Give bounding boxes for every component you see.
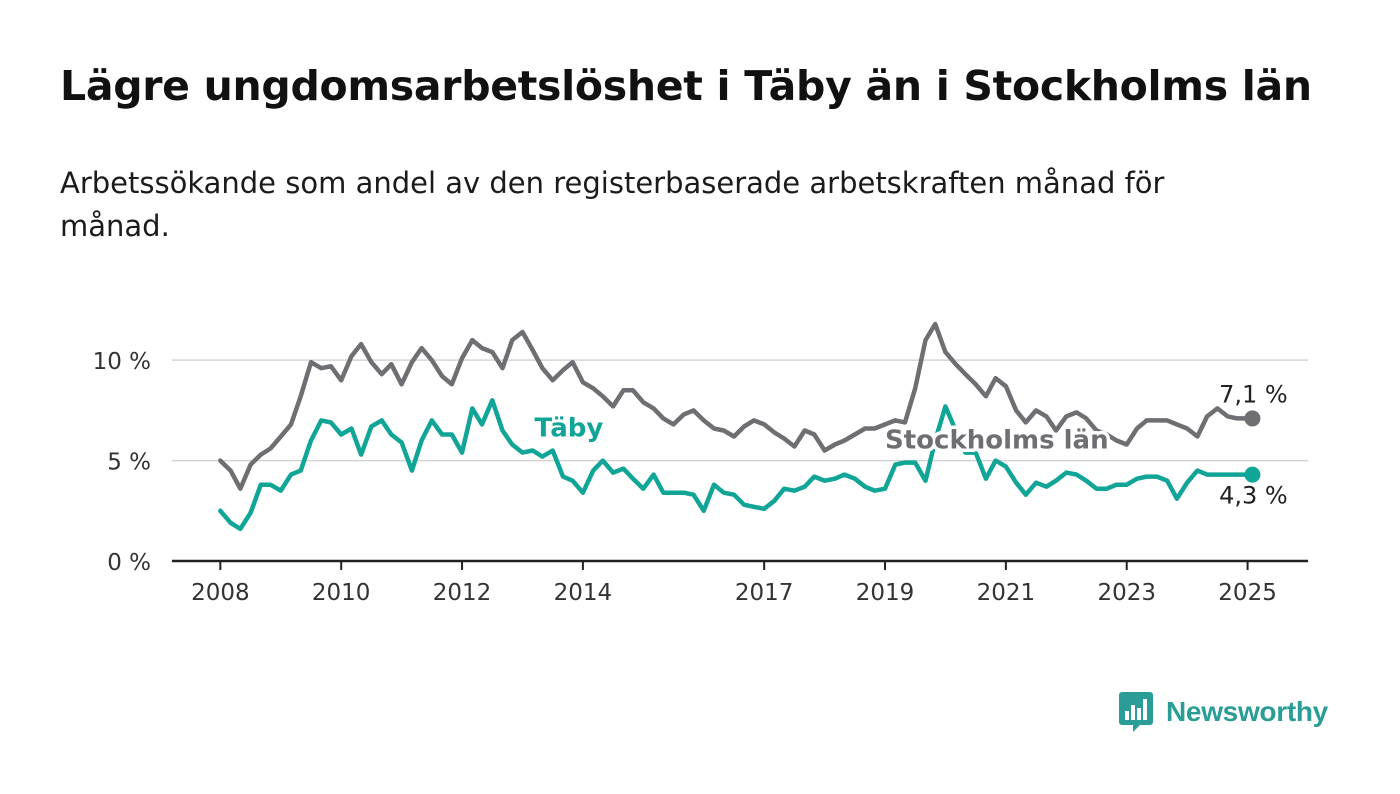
y-tick-label: 5 %	[107, 450, 151, 476]
series-line-täby	[218, 398, 1255, 532]
series-endpoint	[1244, 410, 1261, 427]
series-endpoint	[1244, 466, 1261, 483]
newsworthy-logo: Newsworthy	[1118, 690, 1328, 734]
x-tick-label: 2019	[856, 580, 915, 606]
x-tick-label: 2021	[977, 580, 1036, 606]
series-line-stockholms-län	[218, 321, 1255, 491]
chart-title: Lägre ungdomsarbetslöshet i Täby än i St…	[60, 62, 1312, 110]
brand-name: Newsworthy	[1166, 696, 1328, 727]
series-end-label: 7,1 %	[1219, 380, 1288, 408]
logo-chart-icon	[1119, 692, 1153, 732]
x-tick-label: 2025	[1218, 580, 1277, 606]
series-label: Stockholms län	[885, 426, 1109, 456]
y-tick-label: 10 %	[93, 349, 151, 375]
x-tick-label: 2012	[433, 580, 492, 606]
series-label: Täby	[535, 413, 604, 443]
x-tick-label: 2023	[1097, 580, 1156, 606]
x-tick-label: 2014	[554, 580, 613, 606]
chart-subtitle: Arbetssökande som andel av den registerb…	[60, 166, 1165, 243]
x-tick-label: 2008	[191, 580, 250, 606]
series-end-label: 4,3 %	[1219, 482, 1288, 510]
y-tick-label: 0 %	[107, 550, 151, 576]
x-tick-label: 2017	[735, 580, 794, 606]
x-tick-label: 2010	[312, 580, 371, 606]
